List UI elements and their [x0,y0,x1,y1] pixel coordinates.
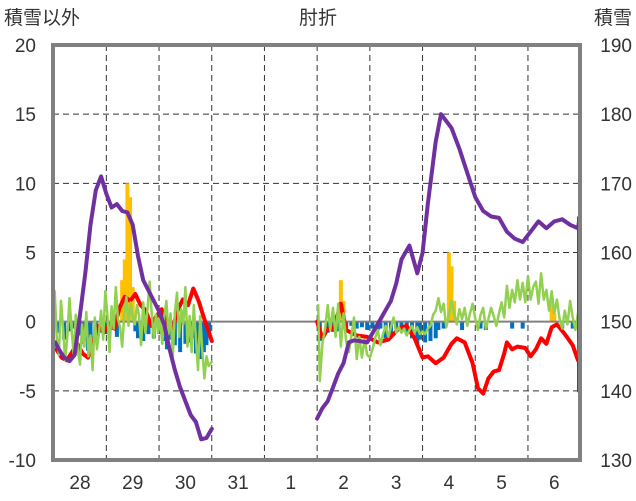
grid-lines [53,45,580,460]
bar [201,321,206,353]
bar [436,321,441,330]
series-line [54,286,214,363]
bar [552,313,557,322]
x-tick-label: 2 [338,473,349,494]
right-tick-label: 190 [600,36,632,57]
bar [428,321,433,342]
x-tick-label: 5 [496,473,507,494]
series-line [53,280,214,380]
x-tick-label: 31 [228,473,249,494]
right-tick-label: 160 [600,244,632,265]
bar [415,321,420,344]
bar [359,321,364,328]
left-tick-label: -10 [9,451,36,472]
bar [365,321,370,330]
bar [88,321,93,339]
bar [460,321,465,330]
left-tick-label: 10 [15,174,36,195]
left-axis-label: 積雪以外 [4,7,80,29]
left-tick-label: 5 [25,244,36,265]
bar [128,197,133,322]
right-tick-label: 170 [600,174,632,195]
left-tick-labels: 20 15 10 5 0 -5 -10 [9,36,36,472]
left-tick-label: -5 [19,382,36,403]
bar [449,266,454,322]
bar [549,296,554,322]
bar [394,321,399,329]
bar [133,321,138,332]
x-tick-label: 6 [549,473,560,494]
x-tick-label: 3 [391,473,402,494]
bar [378,321,383,329]
bar [478,321,483,329]
right-tick-label: 140 [600,382,632,403]
plot-frame [51,43,582,462]
x-tick-label: 1 [286,473,297,494]
x-tick-label: 28 [69,473,90,494]
bar [114,321,119,337]
x-tick-labels: 28 29 30 31 1 2 3 4 5 6 [69,473,559,494]
bar [354,321,359,329]
right-tick-label: 150 [600,313,632,334]
bar [141,321,146,342]
chart-title: 肘折 [299,7,337,29]
bar [570,321,575,329]
right-tick-label: 180 [600,105,632,126]
right-axis-label: 積雪 [594,7,632,29]
bar [446,252,451,322]
left-tick-label: 20 [15,36,36,57]
bar [510,321,515,329]
x-tick-label: 30 [175,473,196,494]
bar [520,321,525,329]
bar [338,280,343,322]
bar [125,183,130,322]
right-tick-label: 130 [600,451,632,472]
x-tick-label: 29 [122,473,143,494]
left-tick-label: 0 [25,313,36,334]
bar [410,321,415,339]
bar [336,321,341,332]
bar [67,321,72,332]
bar [183,321,188,344]
bar [433,321,438,339]
bar [130,287,135,322]
left-tick-label: 15 [15,105,36,126]
bar [370,321,375,329]
bar [204,321,209,346]
bar [146,321,151,335]
series-line [53,174,214,442]
right-tick-labels: 190 180 170 160 150 140 130 [600,36,632,472]
bar [135,321,140,339]
x-tick-label: 4 [444,473,455,494]
bar [122,259,127,322]
bar [349,321,354,326]
bar [441,321,446,329]
